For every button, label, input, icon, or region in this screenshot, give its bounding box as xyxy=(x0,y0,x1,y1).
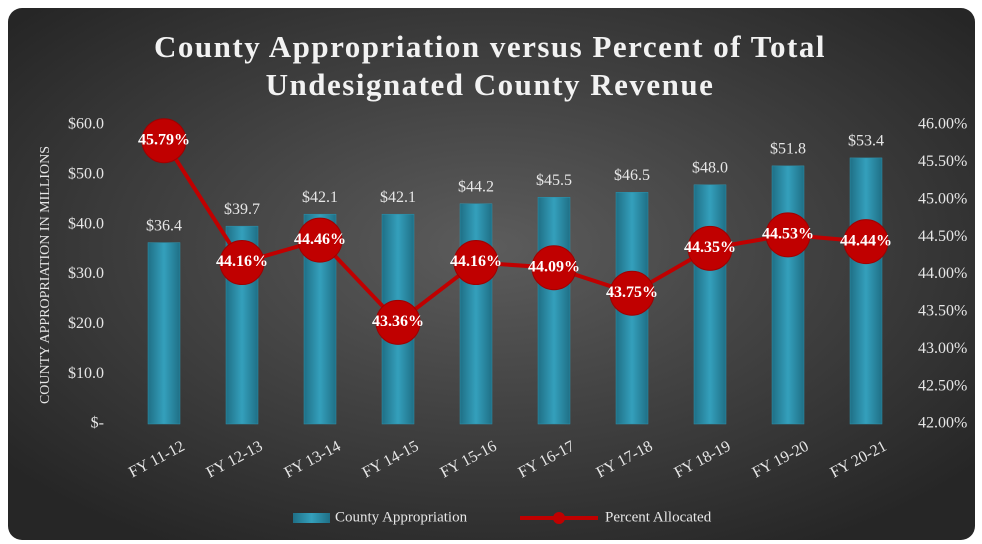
bar-value-label: $42.1 xyxy=(380,189,416,206)
bar xyxy=(849,157,883,425)
y2-tick-label: 42.50% xyxy=(918,377,967,394)
y-tick-label: $50.0 xyxy=(68,166,104,183)
y2-tick-label: 42.00% xyxy=(918,415,967,432)
line-marker xyxy=(375,299,421,345)
line-marker xyxy=(219,240,265,286)
line-value-label: 44.16% xyxy=(216,253,268,270)
bar xyxy=(693,184,727,425)
y2-tick-label: 45.00% xyxy=(918,190,967,207)
bar xyxy=(537,197,571,425)
y2-tick-label: 44.50% xyxy=(918,228,967,245)
legend-label: County Appropriation xyxy=(335,509,468,525)
y-tick-label: $10.0 xyxy=(68,365,104,382)
bar-value-label: $53.4 xyxy=(848,133,884,150)
legend-swatch xyxy=(293,513,330,523)
bar-value-label: $45.5 xyxy=(536,172,572,189)
y-tick-label: $- xyxy=(91,415,104,432)
line-value-label: 44.35% xyxy=(684,239,736,256)
y2-tick-label: 46.00% xyxy=(918,116,967,133)
bar xyxy=(147,242,181,425)
y-tick-label: $20.0 xyxy=(68,315,104,332)
bar-value-label: $48.0 xyxy=(692,159,728,176)
y2-tick-label: 44.00% xyxy=(918,265,967,282)
line-value-label: 44.16% xyxy=(450,253,502,270)
line-marker xyxy=(609,270,655,316)
y2-tick-label: 43.50% xyxy=(918,303,967,320)
bar-value-label: $36.4 xyxy=(146,217,182,234)
bar-value-label: $42.1 xyxy=(302,189,338,206)
y2-tick-label: 43.00% xyxy=(918,340,967,357)
bar-value-label: $51.8 xyxy=(770,141,806,158)
legend-swatch-marker xyxy=(553,512,565,524)
y2-tick-label: 45.50% xyxy=(918,153,967,170)
line-marker xyxy=(531,245,577,291)
bar xyxy=(771,165,805,425)
line-value-label: 43.75% xyxy=(606,284,658,301)
line-marker xyxy=(297,217,343,263)
chart-title: County Appropriation versus Percent of T… xyxy=(154,29,826,102)
bar-value-label: $46.5 xyxy=(614,167,650,184)
legend-label: Percent Allocated xyxy=(605,509,712,525)
line-marker xyxy=(453,240,499,286)
bar xyxy=(459,203,493,425)
y-tick-label: $60.0 xyxy=(68,116,104,133)
line xyxy=(162,139,867,326)
line-value-label: 45.79% xyxy=(138,131,190,148)
y-tick-label: $40.0 xyxy=(68,215,104,232)
line-value-label: 44.46% xyxy=(294,231,346,248)
line-value-label: 44.53% xyxy=(762,226,814,243)
line-value-label: 43.36% xyxy=(372,313,424,330)
line-marker xyxy=(765,212,811,258)
line-marker xyxy=(141,118,187,164)
line-marker xyxy=(687,225,733,271)
line-marker xyxy=(843,219,889,265)
bar-value-label: $39.7 xyxy=(224,201,260,218)
line-value-label: 44.09% xyxy=(528,258,580,275)
y-axis-label: COUNTY APPROPRIATION IN MILLIONS xyxy=(38,146,53,404)
bar-value-label: $44.2 xyxy=(458,178,494,195)
y-tick-label: $30.0 xyxy=(68,265,104,282)
line-value-label: 44.44% xyxy=(840,232,892,249)
